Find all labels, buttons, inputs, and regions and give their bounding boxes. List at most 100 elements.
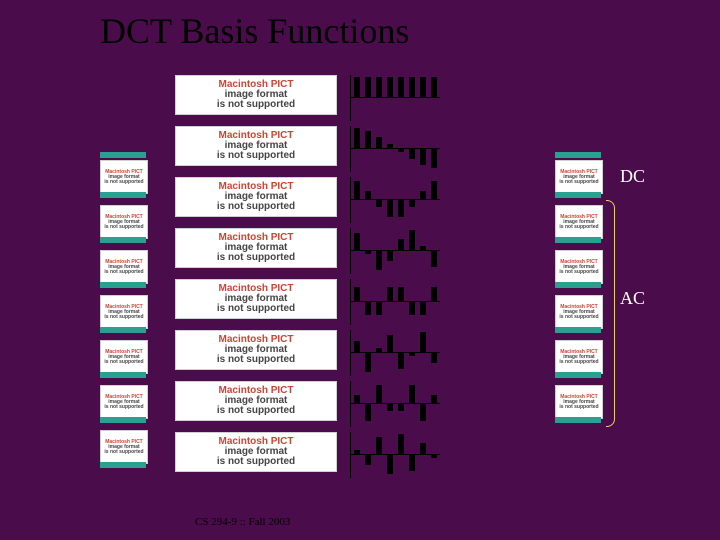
basis-chart (350, 432, 440, 478)
basis-chart (350, 381, 440, 427)
basis-bar (365, 301, 371, 315)
basis-bar (354, 233, 360, 250)
basis-bar (409, 301, 415, 315)
basis-bar (431, 454, 437, 458)
pict-placeholder: Macintosh PICTimage formatis not support… (100, 340, 148, 374)
basis-bar (376, 77, 382, 97)
teal-strip (555, 152, 601, 158)
basis-bar (387, 335, 393, 352)
basis-bar (398, 352, 404, 369)
pict-placeholder: Macintosh PICTimage formatis not support… (175, 279, 337, 319)
basis-bar (431, 395, 437, 403)
basis-bar (365, 77, 371, 97)
teal-strip (555, 327, 601, 333)
teal-strip (100, 192, 146, 198)
basis-bar (365, 352, 371, 372)
basis-bar (387, 403, 393, 411)
basis-bar (387, 77, 393, 97)
basis-bar (354, 128, 360, 148)
basis-bar (365, 250, 371, 254)
basis-bar (376, 385, 382, 403)
dc-label: DC (620, 166, 645, 187)
pict-placeholder: Macintosh PICTimage formatis not support… (100, 385, 148, 419)
basis-bar (354, 181, 360, 199)
teal-strip (100, 462, 146, 468)
basis-bar (398, 199, 404, 217)
pict-placeholder: Macintosh PICTimage formatis not support… (100, 205, 148, 239)
pict-placeholder: Macintosh PICTimage formatis not support… (555, 205, 603, 239)
basis-bar (409, 230, 415, 250)
teal-strip (555, 282, 601, 288)
basis-bar (387, 287, 393, 301)
basis-bar (409, 77, 415, 97)
basis-bar (365, 403, 371, 421)
teal-strip (100, 372, 146, 378)
basis-bar (409, 352, 415, 356)
basis-bar (354, 77, 360, 97)
pict-placeholder: Macintosh PICTimage formatis not support… (175, 330, 337, 370)
basis-bar (420, 403, 426, 421)
basis-bar (376, 199, 382, 207)
pict-placeholder: Macintosh PICTimage formatis not support… (100, 295, 148, 329)
basis-bar (376, 348, 382, 352)
ac-label: AC (620, 288, 645, 309)
pict-placeholder: Macintosh PICTimage formatis not support… (175, 228, 337, 268)
teal-strip (555, 417, 601, 423)
teal-strip (100, 327, 146, 333)
basis-bar (387, 454, 393, 474)
basis-bar (420, 148, 426, 165)
basis-chart (350, 330, 440, 376)
basis-bar (431, 77, 437, 97)
basis-bar (420, 443, 426, 454)
basis-chart (350, 126, 440, 172)
teal-strip (100, 417, 146, 423)
teal-strip (100, 282, 146, 288)
basis-bar (365, 131, 371, 148)
basis-bar (420, 191, 426, 199)
pict-placeholder: Macintosh PICTimage formatis not support… (175, 381, 337, 421)
teal-strip (555, 192, 601, 198)
pict-placeholder: Macintosh PICTimage formatis not support… (555, 295, 603, 329)
basis-bar (398, 148, 404, 152)
basis-bar (431, 287, 437, 301)
basis-bar (409, 454, 415, 471)
basis-bar (354, 287, 360, 301)
teal-strip (100, 152, 146, 158)
basis-bar (398, 403, 404, 411)
pict-placeholder: Macintosh PICTimage formatis not support… (175, 75, 337, 115)
basis-bar (409, 148, 415, 159)
basis-bar (387, 199, 393, 217)
basis-chart (350, 228, 440, 274)
teal-strip (555, 372, 601, 378)
basis-bar (409, 385, 415, 403)
basis-bar (365, 191, 371, 199)
basis-bar (387, 250, 393, 261)
basis-bar (409, 199, 415, 207)
basis-bar (398, 239, 404, 250)
basis-bar (387, 144, 393, 148)
basis-bar (354, 395, 360, 403)
basis-bar (420, 246, 426, 250)
basis-bar (431, 181, 437, 199)
basis-chart (350, 177, 440, 223)
pict-placeholder: Macintosh PICTimage formatis not support… (555, 340, 603, 374)
basis-bar (431, 250, 437, 267)
teal-strip (100, 237, 146, 243)
basis-bar (354, 450, 360, 454)
pict-placeholder: Macintosh PICTimage formatis not support… (175, 126, 337, 166)
basis-bar (420, 301, 426, 315)
pict-placeholder: Macintosh PICTimage formatis not support… (100, 160, 148, 194)
pict-placeholder: Macintosh PICTimage formatis not support… (555, 160, 603, 194)
pict-placeholder: Macintosh PICTimage formatis not support… (555, 250, 603, 284)
pict-placeholder: Macintosh PICTimage formatis not support… (175, 432, 337, 472)
basis-bar (376, 301, 382, 315)
ac-brace (606, 200, 615, 427)
pict-placeholder: Macintosh PICTimage formatis not support… (100, 250, 148, 284)
basis-chart (350, 279, 440, 325)
basis-bar (376, 250, 382, 270)
pict-placeholder: Macintosh PICTimage formatis not support… (100, 430, 148, 464)
basis-bar (398, 434, 404, 454)
teal-strip (555, 237, 601, 243)
pict-placeholder: Macintosh PICTimage formatis not support… (175, 177, 337, 217)
basis-chart (350, 75, 440, 121)
